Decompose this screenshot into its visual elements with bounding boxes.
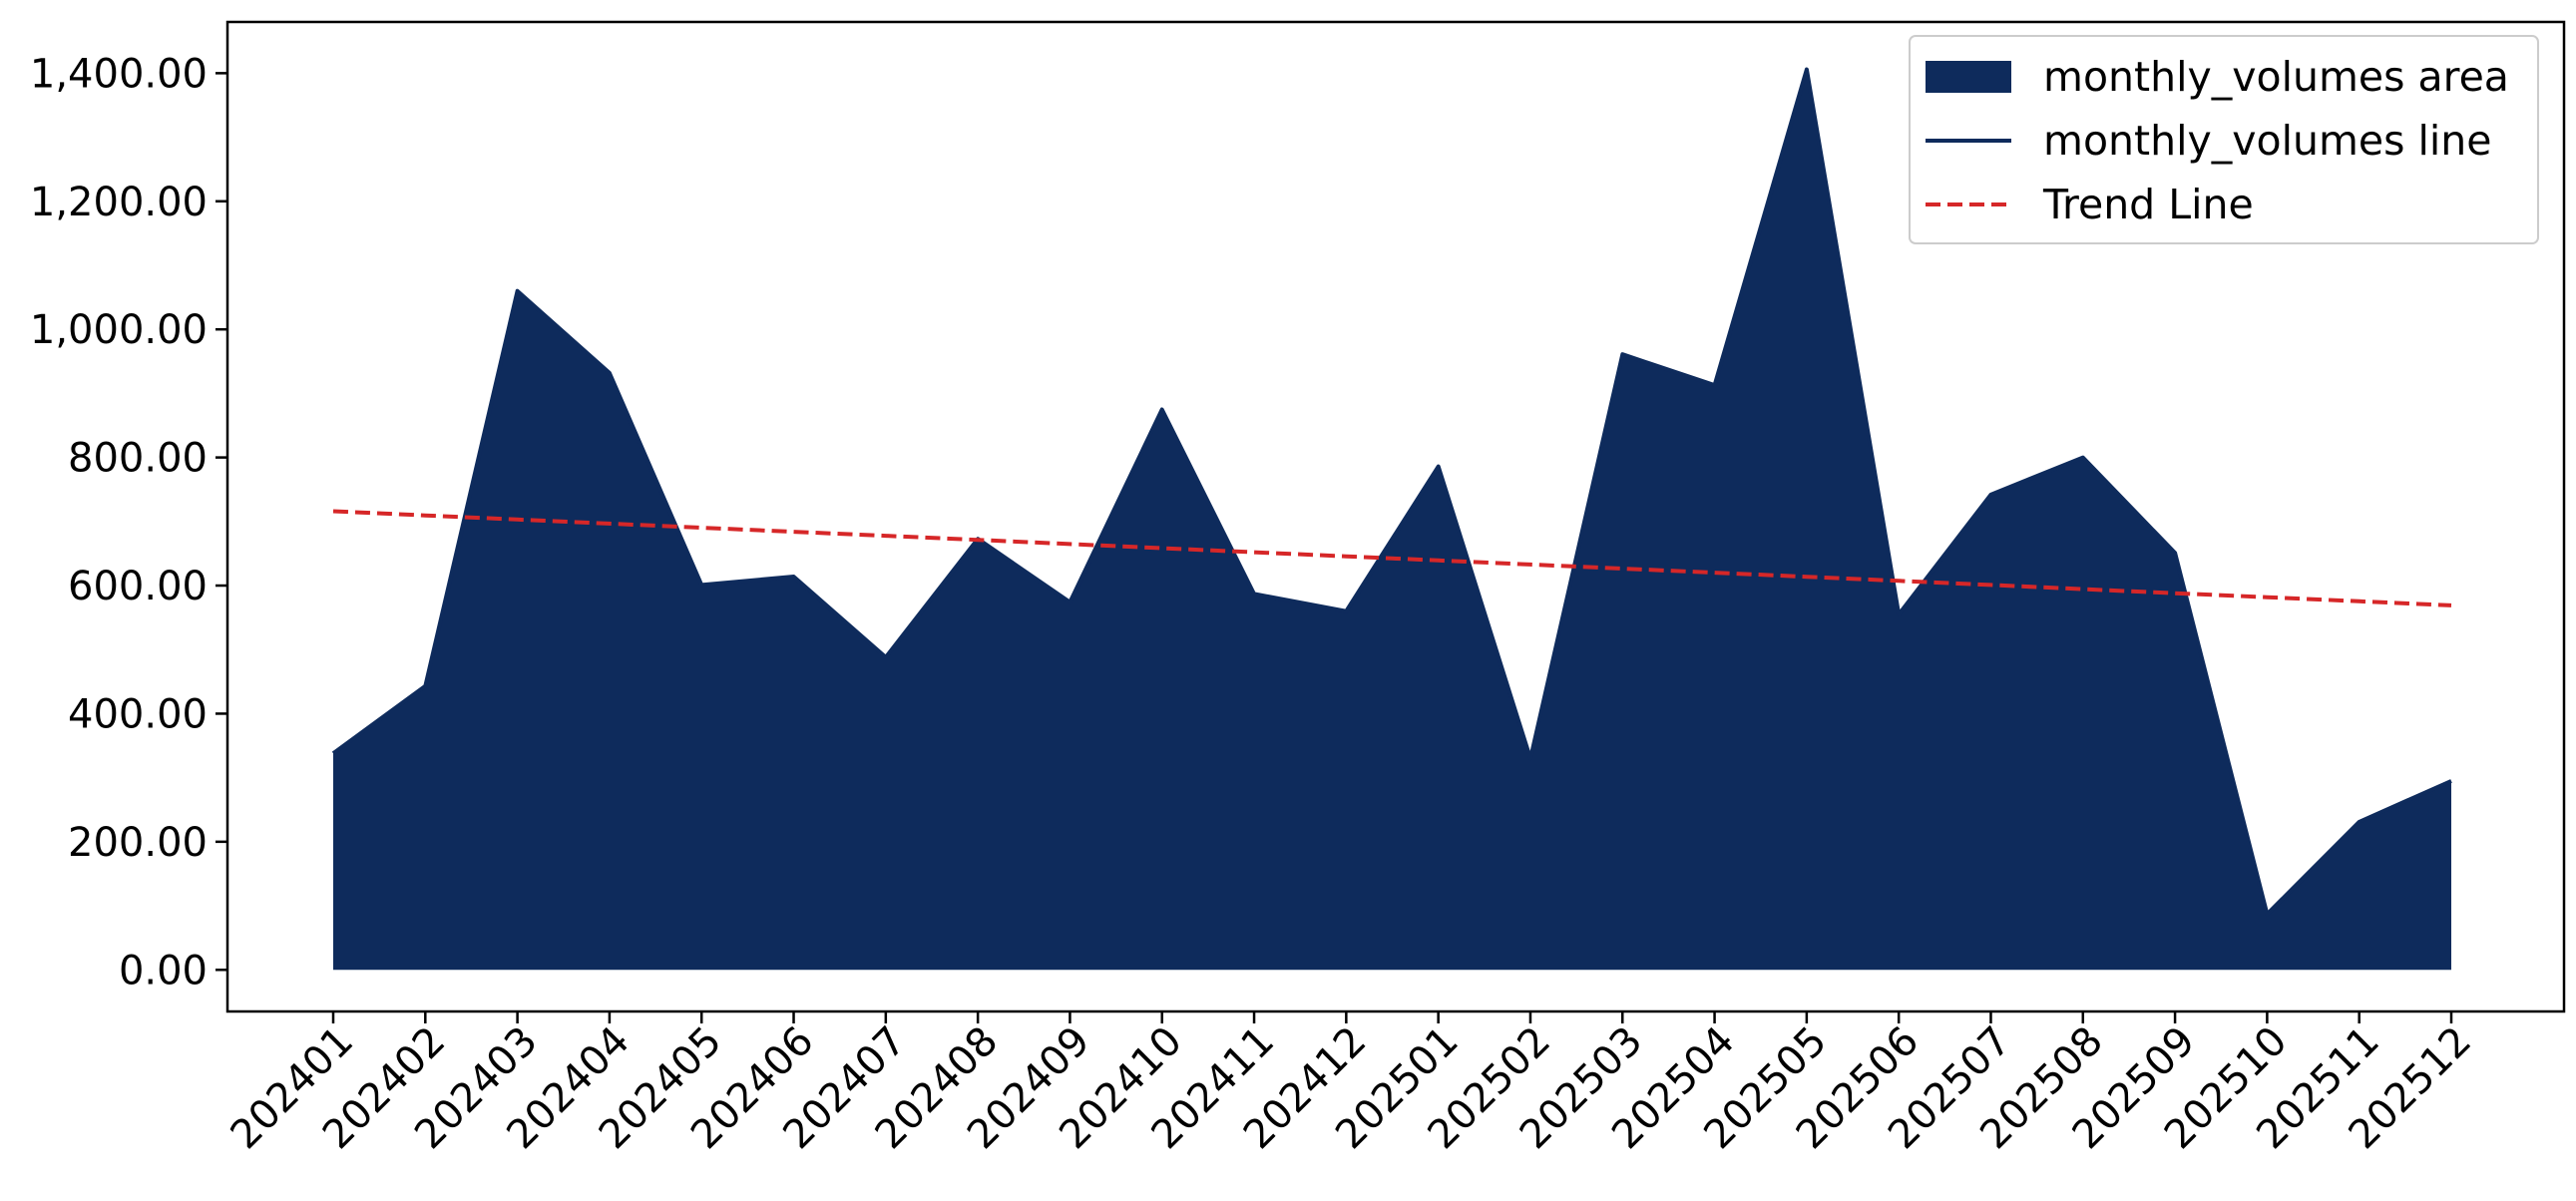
y-tick-label: 0.00 [119, 948, 208, 994]
y-axis: 0.00 200.00 400.00 600.00 800.00 1,000.00 1,20… [30, 51, 227, 994]
plot-marks [331, 67, 2452, 971]
y-tick-label: 1,000.00 [30, 307, 208, 353]
legend-swatch-area [1926, 61, 2011, 93]
legend-box [1909, 35, 2539, 244]
legend-label: Trend Line [2042, 181, 2254, 228]
x-axis: 2024012024022024032024042024052024062024… [222, 1011, 2480, 1158]
legend-label: monthly_volumes line [2043, 117, 2492, 165]
y-tick-label: 600.00 [68, 564, 208, 609]
plot-frame [225, 20, 2566, 1013]
y-tick-label: 200.00 [68, 820, 208, 866]
line-monthly-volumes [331, 67, 2452, 917]
y-tick-label: 1,400.00 [30, 51, 208, 97]
y-tick-label: 800.00 [68, 436, 208, 482]
y-tick-label: 400.00 [68, 691, 208, 737]
trend-line [332, 509, 2452, 607]
legend: monthly_volumes area monthly_volumes line… [1909, 35, 2539, 244]
area-fill-monthly-volumes [333, 69, 2451, 971]
legend-label: monthly_volumes area [2043, 53, 2509, 101]
y-tick-label: 1,200.00 [30, 180, 208, 225]
